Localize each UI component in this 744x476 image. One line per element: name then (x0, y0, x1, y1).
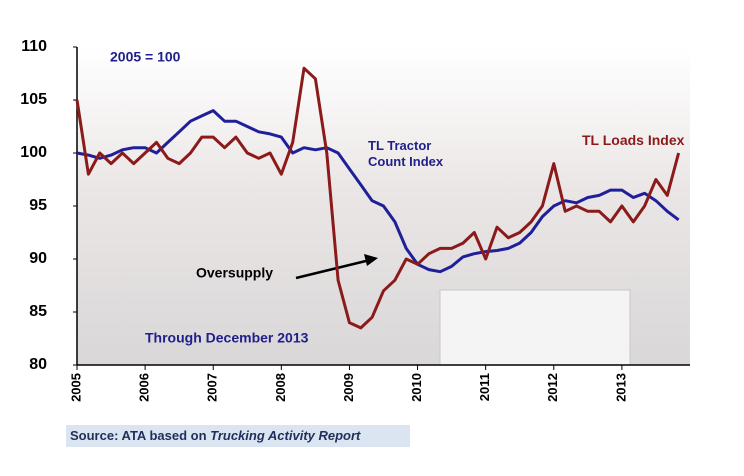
x-tick-label: 2009 (341, 373, 356, 402)
x-tick-label: 2012 (545, 373, 560, 402)
x-tick-label: 2007 (205, 373, 220, 402)
y-tick-label: 85 (29, 303, 47, 320)
oversupply-note: Oversupply (196, 265, 273, 281)
x-tick-label: 2010 (409, 373, 424, 402)
x-tick-label: 2013 (613, 373, 628, 402)
x-tick-label: 2011 (477, 373, 492, 401)
source-prefix: Source: ATA based on (70, 428, 210, 443)
base-note: 2005 = 100 (110, 49, 181, 65)
x-tick-label: 2008 (273, 373, 288, 402)
source-box (66, 425, 410, 447)
y-tick-label: 105 (20, 91, 47, 108)
source: Source: ATA based on Trucking Activity R… (70, 428, 361, 443)
truck-grille (439, 289, 631, 366)
y-tick-label: 80 (29, 356, 47, 373)
series-line (76, 109, 680, 274)
x-tick-label: 2006 (137, 373, 152, 402)
series-line (75, 66, 681, 330)
arrow-line (295, 258, 371, 280)
y-tick-label: 90 (29, 250, 47, 267)
series-label: TL Tractor Count Index (368, 138, 444, 169)
series-label: TL Loads Index (582, 132, 685, 148)
y-tick-label: 95 (29, 197, 47, 214)
through-note: Through December 2013 (145, 330, 309, 346)
source-report: Trucking Activity Report (210, 428, 361, 443)
y-tick-label: 110 (21, 38, 47, 55)
y-tick-label: 100 (20, 144, 47, 161)
x-tick-label: 2005 (68, 373, 83, 402)
arrow-head (364, 254, 378, 266)
